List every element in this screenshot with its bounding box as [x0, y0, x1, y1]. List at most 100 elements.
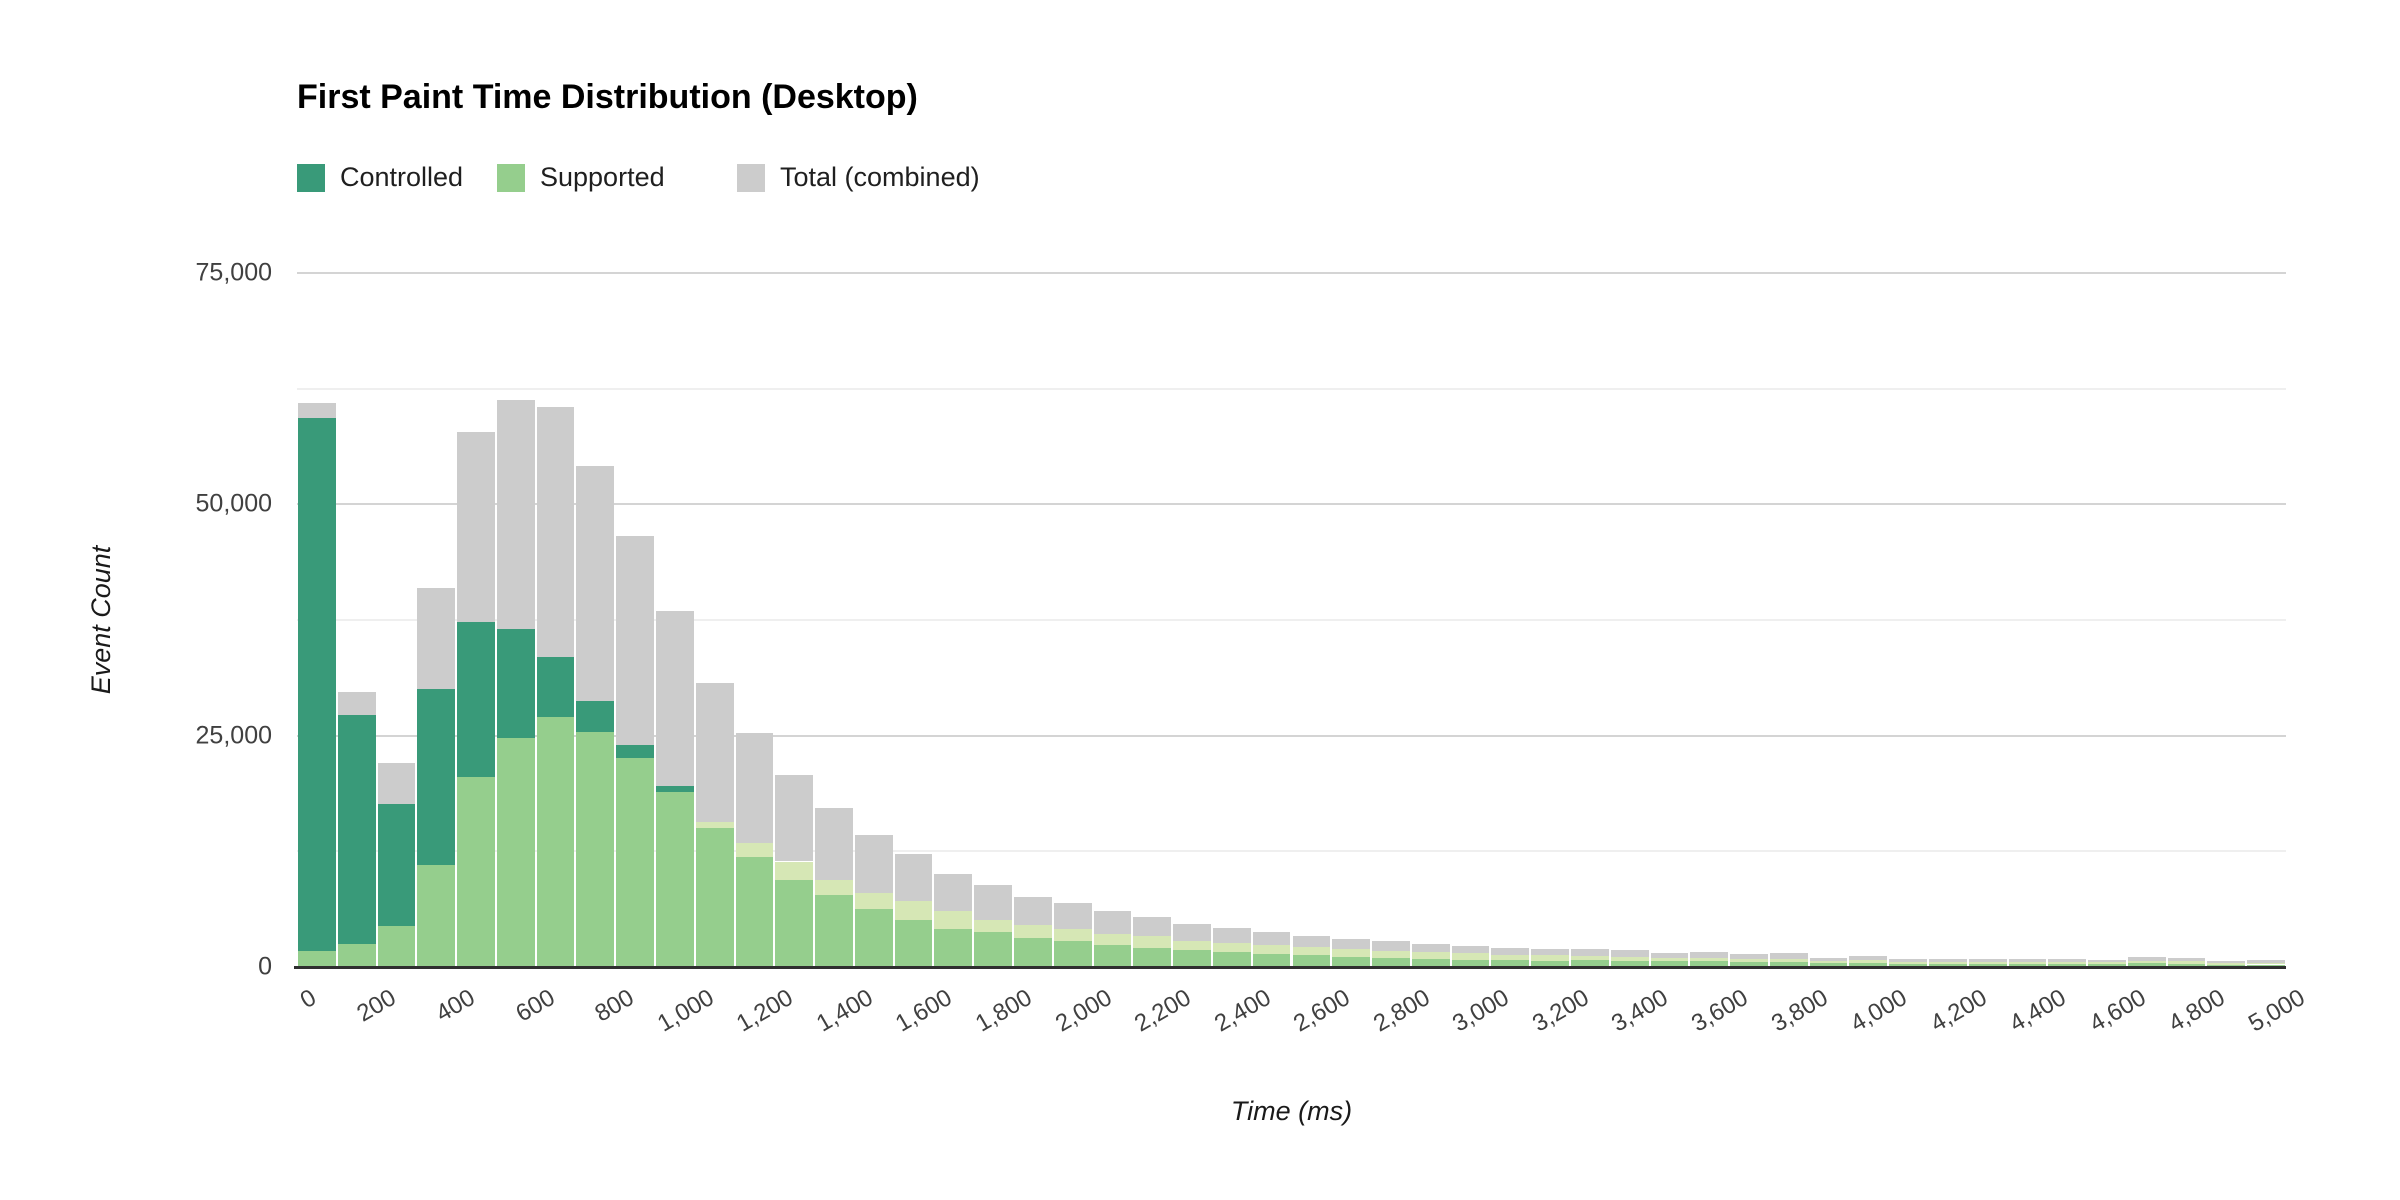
bar-400ms-seg2	[457, 432, 495, 622]
bar-3200ms-seg0	[1570, 960, 1609, 967]
bar-3700ms-seg0	[1769, 961, 1808, 967]
bar-4900ms-seg1	[2247, 962, 2285, 965]
y-tick-label-25000: 25,000	[195, 721, 272, 750]
bar-3900ms-seg2	[1849, 956, 1888, 961]
bar-3600ms-seg1	[1730, 959, 1768, 962]
bar-1100ms-seg2	[735, 732, 774, 843]
legend-swatch	[497, 163, 525, 192]
bar-2700ms-seg1	[1372, 950, 1410, 958]
bar-2000ms-seg0	[1093, 944, 1132, 967]
bar-3900ms-seg0	[1849, 963, 1888, 967]
bar-4400ms-seg1	[2048, 962, 2087, 965]
bar-3200ms-seg1	[1570, 956, 1609, 961]
x-tick-label-4800: 4,800	[2164, 984, 2230, 1038]
bar-4300ms-seg0	[2008, 963, 2047, 967]
bar-3000ms-seg2	[1491, 947, 1530, 955]
x-axis-title: Time (ms)	[1230, 1096, 1353, 1126]
bar-4800ms-seg2	[2207, 961, 2246, 964]
gridline-37500	[297, 619, 2286, 621]
bar-4900ms-seg0	[2247, 964, 2285, 967]
bar-2000ms-seg1	[1093, 933, 1132, 945]
bar-1400ms-seg2	[854, 834, 893, 893]
bar-4800ms-seg1	[2207, 963, 2246, 965]
bar-3300ms-seg0	[1610, 960, 1649, 967]
bar-500ms-seg2	[496, 399, 535, 630]
x-tick-label-4400: 4,400	[2005, 984, 2071, 1038]
bar-300ms-seg1	[417, 689, 456, 866]
bar-2800ms-seg1	[1411, 952, 1450, 959]
bar-3900ms-seg1	[1849, 960, 1888, 963]
x-tick-label-2600: 2,600	[1289, 984, 1355, 1038]
bar-1400ms-seg0	[854, 908, 893, 967]
y-axis-title: Event Count	[86, 545, 116, 695]
legend-item-controlled: Controlled	[297, 162, 463, 193]
legend-label: Supported	[540, 162, 665, 192]
bar-1300ms-seg1	[815, 880, 853, 895]
gridline-62500	[297, 387, 2286, 390]
bar-300ms-seg2	[417, 587, 456, 690]
bar-2600ms-seg1	[1332, 948, 1371, 957]
bar-900ms-seg0	[656, 792, 694, 967]
bar-3300ms-seg1	[1610, 956, 1649, 961]
bar-300ms-seg0	[417, 865, 456, 967]
bar-1900ms-seg1	[1053, 929, 1092, 942]
bar-1300ms-seg0	[815, 894, 853, 967]
gridline-12500	[297, 850, 2286, 853]
bar-100ms-seg1	[337, 715, 376, 944]
bar-2800ms-seg2	[1411, 944, 1450, 953]
bar-1500ms-seg1	[894, 901, 933, 920]
bar-2900ms-seg1	[1451, 953, 1490, 960]
bar-700ms-seg1	[576, 701, 615, 732]
bar-900ms-seg2	[656, 610, 694, 786]
bar-3400ms-seg0	[1650, 961, 1689, 967]
bar-700ms-seg2	[576, 466, 615, 702]
bar-2800ms-seg0	[1411, 958, 1450, 967]
bar-200ms-seg2	[377, 763, 416, 805]
bar-3000ms-seg1	[1491, 954, 1530, 961]
bar-900ms-seg1	[656, 785, 694, 793]
bar-2200ms-seg0	[1173, 950, 1211, 967]
bar-1600ms-seg2	[934, 873, 973, 912]
bar-100ms-seg2	[337, 692, 376, 716]
bar-2600ms-seg0	[1332, 956, 1371, 967]
bar-4200ms-seg2	[1968, 959, 2007, 963]
x-tick-label-1400: 1,400	[811, 984, 878, 1038]
bar-3100ms-seg1	[1531, 955, 1569, 961]
bar-2300ms-seg0	[1212, 952, 1251, 967]
x-tick-label-1000: 1,000	[652, 984, 719, 1038]
x-tick-label-1200: 1,200	[732, 984, 798, 1038]
x-tick-label-3600: 3,600	[1687, 984, 1753, 1038]
x-tick-label-4200: 4,200	[1925, 984, 1992, 1038]
bar-2400ms-seg1	[1252, 944, 1291, 955]
bar-4100ms-seg2	[1928, 959, 1967, 963]
bar-1000ms-seg2	[695, 682, 734, 822]
bar-2100ms-seg1	[1133, 936, 1172, 948]
bar-1300ms-seg2	[815, 807, 853, 880]
x-tick-label-4600: 4,600	[2084, 984, 2151, 1038]
bar-4500ms-seg0	[2088, 964, 2126, 967]
x-tick-label-3200: 3,200	[1527, 984, 1594, 1038]
bar-3400ms-seg2	[1650, 952, 1689, 959]
bar-3500ms-seg0	[1690, 960, 1729, 967]
bar-600ms-seg0	[536, 717, 575, 967]
x-tick-label-1800: 1,800	[971, 984, 1037, 1038]
legend-item-supported: Supported	[497, 162, 665, 193]
bar-1200ms-seg2	[775, 774, 814, 862]
gridline-25000	[297, 734, 2286, 737]
bar-2100ms-seg0	[1133, 947, 1172, 967]
bar-500ms-seg0	[496, 737, 535, 967]
bar-700ms-seg0	[576, 731, 615, 967]
bar-1400ms-seg1	[854, 892, 893, 909]
bar-2700ms-seg2	[1372, 941, 1410, 951]
bar-400ms-seg0	[457, 777, 495, 967]
bar-2600ms-seg2	[1332, 938, 1371, 949]
bar-1000ms-seg1	[695, 821, 734, 829]
x-tick-label-5000: 5,000	[2243, 984, 2310, 1038]
bar-1100ms-seg1	[735, 843, 774, 857]
bar-4300ms-seg2	[2008, 958, 2047, 962]
bar-3800ms-seg2	[1809, 957, 1848, 962]
bar-2200ms-seg2	[1173, 923, 1211, 941]
bar-2400ms-seg0	[1252, 954, 1291, 967]
bar-1500ms-seg0	[894, 919, 933, 967]
bar-4800ms-seg0	[2207, 964, 2246, 967]
